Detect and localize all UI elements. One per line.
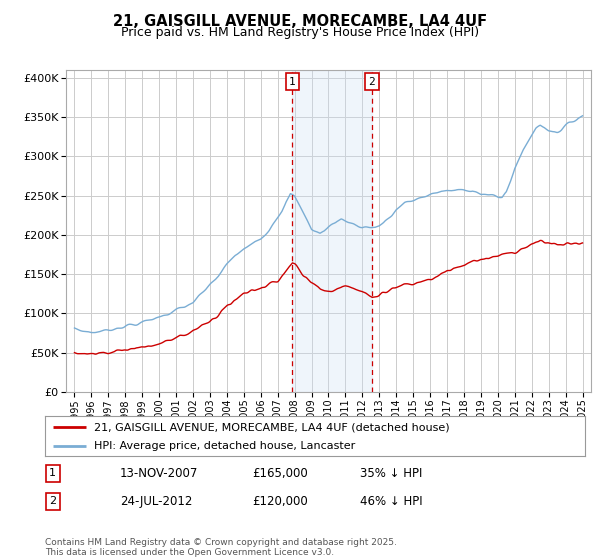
Text: £165,000: £165,000 (252, 466, 308, 480)
Text: 1: 1 (49, 468, 56, 478)
Text: 21, GAISGILL AVENUE, MORECAMBE, LA4 4UF: 21, GAISGILL AVENUE, MORECAMBE, LA4 4UF (113, 14, 487, 29)
Text: 13-NOV-2007: 13-NOV-2007 (120, 466, 199, 480)
Bar (292, 70, 372, 392)
Text: Price paid vs. HM Land Registry's House Price Index (HPI): Price paid vs. HM Land Registry's House … (121, 26, 479, 39)
Text: 2: 2 (368, 77, 375, 87)
Text: 21, GAISGILL AVENUE, MORECAMBE, LA4 4UF (detached house): 21, GAISGILL AVENUE, MORECAMBE, LA4 4UF … (94, 422, 449, 432)
Text: £120,000: £120,000 (252, 494, 308, 508)
Text: 2: 2 (49, 496, 56, 506)
Text: HPI: Average price, detached house, Lancaster: HPI: Average price, detached house, Lanc… (94, 441, 355, 451)
Text: Contains HM Land Registry data © Crown copyright and database right 2025.
This d: Contains HM Land Registry data © Crown c… (45, 538, 397, 557)
Text: 46% ↓ HPI: 46% ↓ HPI (360, 494, 422, 508)
Text: 1: 1 (289, 77, 296, 87)
Text: 24-JUL-2012: 24-JUL-2012 (120, 494, 193, 508)
Text: 35% ↓ HPI: 35% ↓ HPI (360, 466, 422, 480)
